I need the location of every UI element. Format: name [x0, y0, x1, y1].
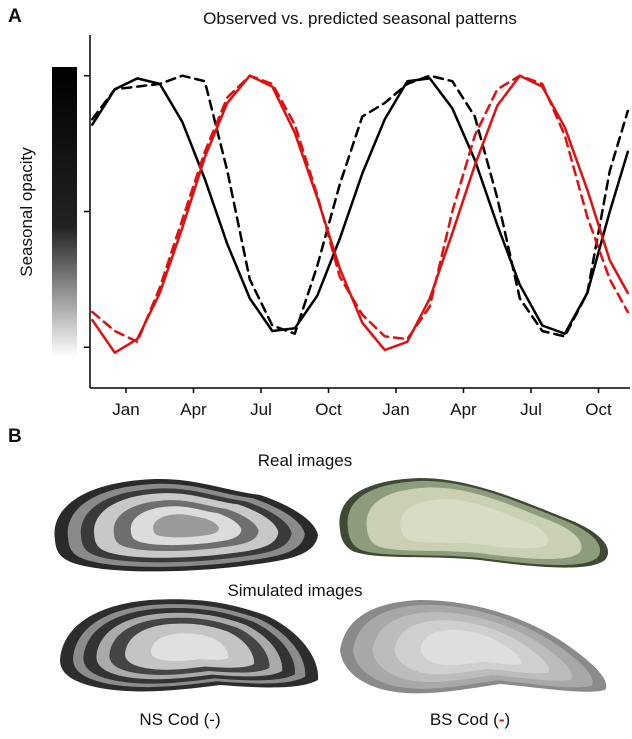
x-tick-label: Oct [585, 400, 612, 419]
simulated-ns-otolith [60, 599, 319, 692]
panel-label: B [8, 426, 22, 447]
real-bs-otolith [339, 478, 609, 568]
real-ns-otolith [54, 478, 318, 572]
x-tick-label: Jul [250, 400, 272, 419]
label-part: BS Cod ( [430, 710, 499, 729]
series-line [91, 74, 630, 338]
x-tick-label: Jan [112, 400, 139, 419]
species-label: BS Cod (-) [430, 710, 510, 729]
x-tick-label: Jan [382, 400, 409, 419]
section-title: Real images [258, 451, 353, 470]
x-tick-label: Oct [315, 400, 342, 419]
chart-title: Observed vs. predicted seasonal patterns [203, 9, 517, 28]
x-tick-label: Apr [180, 400, 207, 419]
x-tick-label: Apr [450, 400, 477, 419]
series-line [91, 77, 630, 335]
opacity-scale-bar [52, 67, 77, 357]
y-axis-label: Seasonal opacity [17, 147, 36, 277]
panel-label: A [8, 6, 22, 27]
section-title: Simulated images [227, 581, 362, 600]
label-part: ) [504, 710, 510, 729]
series-line [91, 74, 630, 344]
species-label: NS Cod (-) [139, 710, 220, 729]
simulated-bs-otolith [340, 600, 607, 694]
x-tick-label: Jul [520, 400, 542, 419]
label-part: - [499, 710, 505, 729]
